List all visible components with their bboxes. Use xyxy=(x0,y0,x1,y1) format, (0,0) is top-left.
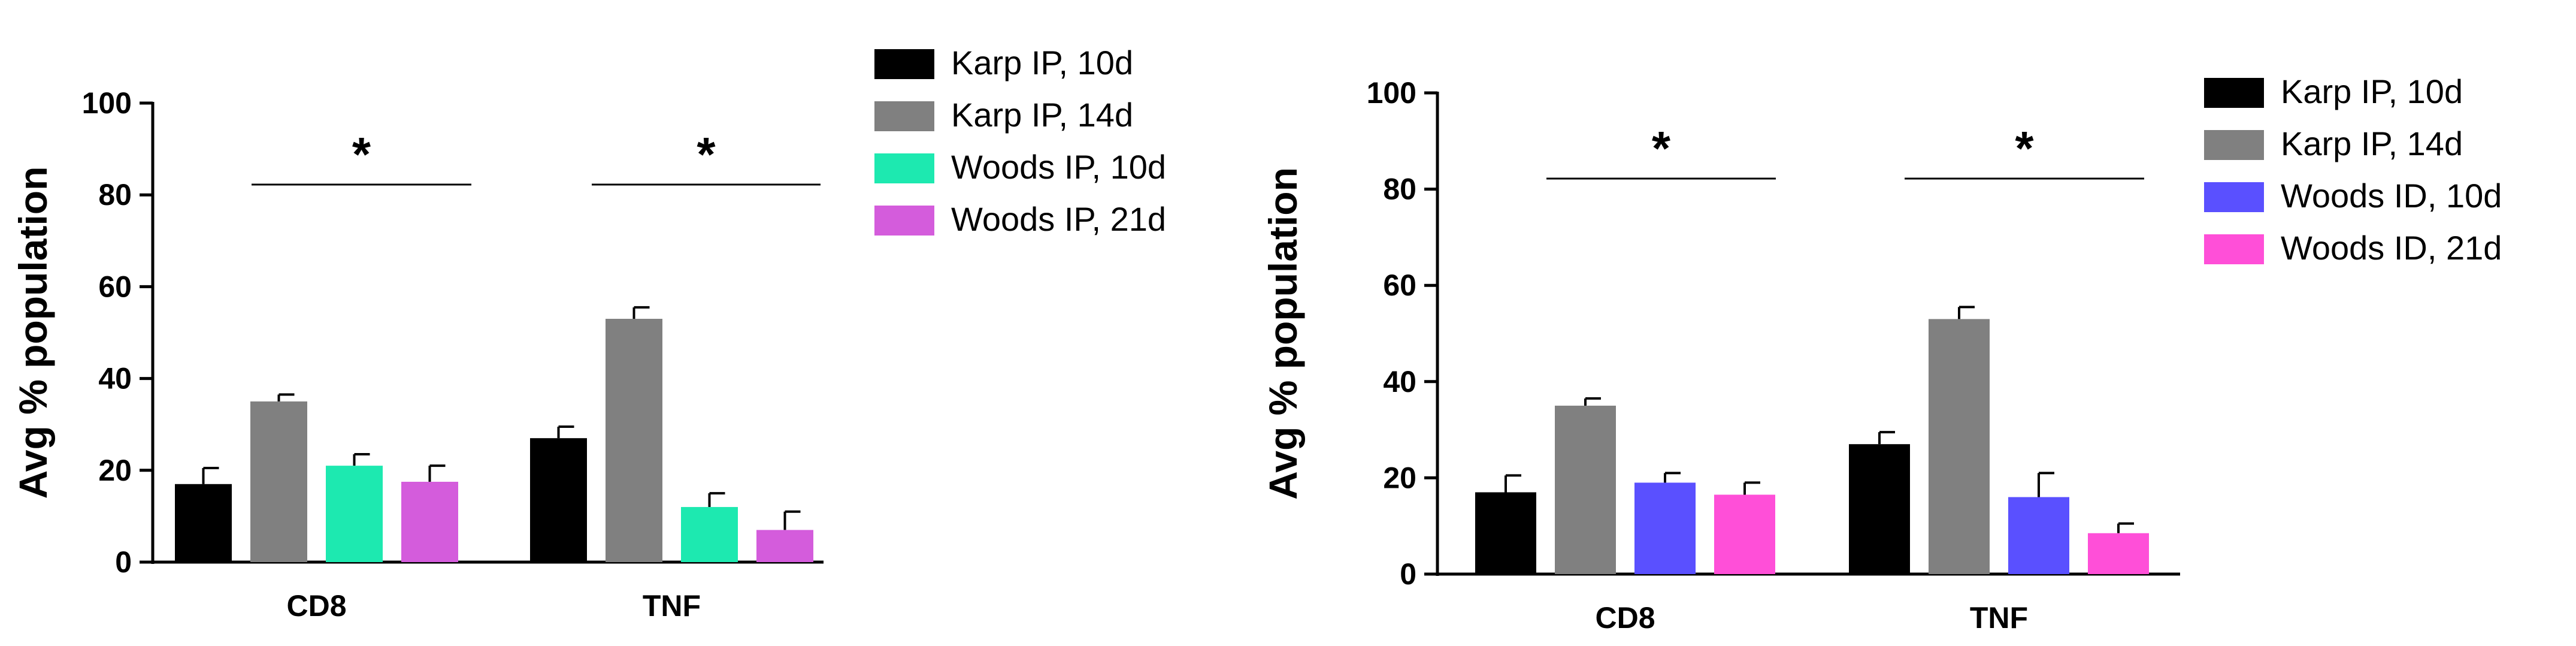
bar xyxy=(1634,482,1696,574)
bar xyxy=(2008,497,2069,574)
legend-label: Karp IP, 10d xyxy=(951,44,1133,81)
legend-label: Karp IP, 10d xyxy=(2281,73,2463,110)
y-tick-label: 0 xyxy=(1400,557,1416,591)
legend-swatch xyxy=(2204,234,2264,264)
y-tick-label: 60 xyxy=(1383,268,1416,302)
bar xyxy=(606,319,662,562)
y-tick-label: 100 xyxy=(1367,76,1416,110)
legend-label: Woods ID, 21d xyxy=(2281,229,2502,267)
legend-label: Karp IP, 14d xyxy=(2281,125,2463,162)
bar xyxy=(1849,444,1910,574)
significance-star: * xyxy=(697,128,716,181)
y-axis-label: Avg % population xyxy=(11,167,55,499)
significance-star: * xyxy=(1652,122,1671,175)
y-axis-label: Avg % population xyxy=(1261,167,1305,500)
bar xyxy=(530,438,587,562)
y-tick-label: 60 xyxy=(98,270,132,303)
legend-swatch xyxy=(2204,78,2264,108)
bar xyxy=(175,484,232,562)
bar xyxy=(1929,319,1990,574)
bar xyxy=(1555,405,1616,574)
bar xyxy=(401,481,458,562)
legend-swatch xyxy=(2204,182,2264,212)
x-category-label: CD8 xyxy=(286,589,346,623)
chart-2: 0 20 40 60 80 100 Avg % population CD8 * TNF * Karp… xyxy=(1261,73,2502,635)
y-tick-label: 0 xyxy=(115,545,132,579)
bar xyxy=(250,401,307,562)
y-tick-label: 20 xyxy=(98,454,132,487)
y-tick-label: 20 xyxy=(1383,461,1416,494)
bar xyxy=(681,507,738,562)
legend: Karp IP, 10d Karp IP, 14d Woods ID, 10d Woo… xyxy=(2204,73,2502,267)
y-tick-label: 40 xyxy=(98,362,132,396)
legend-swatch xyxy=(874,49,934,79)
significance-star: * xyxy=(352,128,371,181)
legend-label: Woods IP, 10d xyxy=(951,148,1166,186)
x-category-label: TNF xyxy=(1970,601,2028,635)
legend-label: Woods IP, 21d xyxy=(951,200,1166,238)
legend-swatch xyxy=(2204,130,2264,160)
bar xyxy=(1714,494,1775,574)
x-category-label: CD8 xyxy=(1595,601,1655,635)
legend-swatch xyxy=(874,153,934,183)
chart-1: 0 20 40 60 80 100 Avg % population CD8 * TNF * Karp… xyxy=(11,44,1166,623)
bar xyxy=(326,466,383,562)
legend-swatch xyxy=(874,101,934,131)
x-category-label: TNF xyxy=(643,589,701,623)
y-tick-label: 100 xyxy=(82,86,132,120)
y-tick-label: 80 xyxy=(98,178,132,212)
bar xyxy=(1475,492,1536,574)
legend-swatch xyxy=(874,206,934,236)
significance-star: * xyxy=(2015,122,2034,175)
y-tick-label: 80 xyxy=(1383,173,1416,206)
y-tick-label: 40 xyxy=(1383,365,1416,399)
legend: Karp IP, 10d Karp IP, 14d Woods IP, 10d Woo… xyxy=(874,44,1166,238)
bar xyxy=(2088,533,2149,574)
bar xyxy=(756,530,813,562)
legend-label: Karp IP, 14d xyxy=(951,96,1133,134)
legend-label: Woods ID, 10d xyxy=(2281,177,2502,215)
